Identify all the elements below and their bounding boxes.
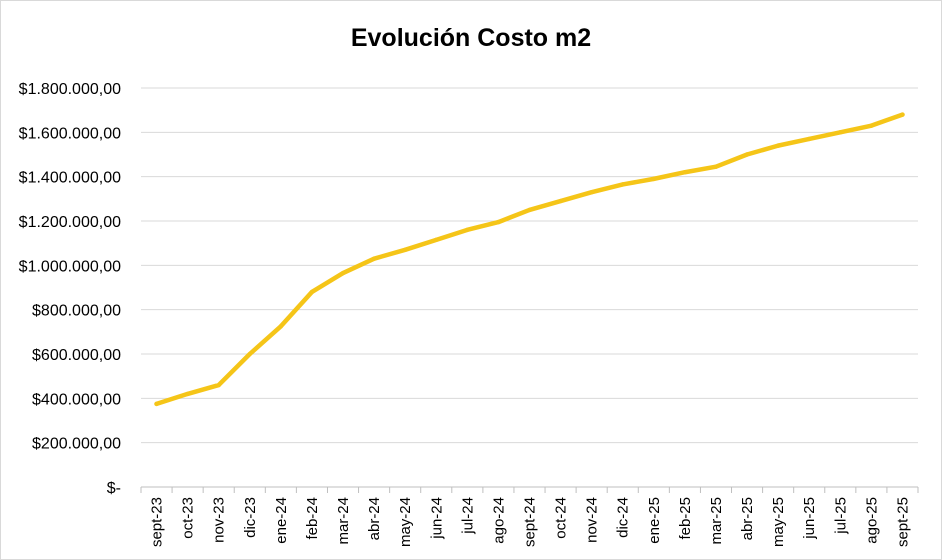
series-layer: [154, 112, 905, 407]
gridlines: [141, 87, 918, 444]
x-tick-label: dic-23: [242, 497, 259, 538]
data-point: [371, 256, 377, 261]
data-point: [434, 237, 439, 243]
series-line: [154, 112, 905, 407]
y-tick-label: $1.800.000,00: [19, 81, 121, 98]
x-tick-label: dic-24: [615, 497, 632, 538]
x-tick-label: sept-25: [894, 497, 911, 547]
x-tick-label: sept-23: [149, 497, 166, 547]
data-point: [838, 130, 843, 135]
x-tick-label: abr-24: [366, 497, 383, 540]
x-tick-label: jun-24: [428, 497, 445, 540]
y-tick-label: $200.000,00: [32, 436, 121, 453]
data-point: [558, 198, 563, 204]
x-tick-label: jun-25: [801, 497, 818, 540]
x-tick-label: ene-25: [646, 497, 663, 544]
x-tick-label: nov-24: [584, 497, 601, 543]
data-point: [465, 227, 470, 233]
data-point: [402, 247, 408, 253]
data-point: [682, 170, 688, 175]
x-axis-tick-labels: sept-23 oct-23 nov-23 dic-23 ene-24 feb-24 mar…: [149, 497, 912, 547]
y-tick-label: $1.400.000,00: [19, 170, 121, 187]
x-tick-label: ago-24: [490, 497, 507, 544]
y-tick-label: $400.000,00: [32, 391, 121, 408]
data-point: [713, 164, 719, 169]
y-tick-label: $-: [107, 480, 121, 497]
y-tick-label: $600.000,00: [32, 347, 121, 364]
y-tick-label: $1.200.000,00: [19, 214, 121, 231]
data-point: [807, 136, 812, 142]
data-point: [900, 112, 905, 117]
x-tick-label: mar-24: [335, 497, 352, 545]
x-tick-label: abr-25: [739, 497, 756, 540]
x-tick-label: ago-25: [863, 497, 880, 544]
data-point: [775, 143, 781, 148]
data-point: [589, 189, 594, 195]
data-point: [744, 152, 750, 157]
x-tick-label: nov-23: [211, 497, 228, 543]
y-axis-tick-labels: $- $200.000,00 $400.000,00 $600.000,00 $800.…: [19, 81, 121, 497]
data-point: [620, 182, 625, 187]
data-point: [340, 270, 346, 276]
x-tick-label: may-25: [770, 497, 787, 547]
data-point: [278, 324, 284, 329]
data-point: [496, 219, 501, 225]
x-tick-label: jul-24: [459, 497, 476, 535]
y-tick-label: $1.000.000,00: [19, 258, 121, 275]
x-tick-label: may-24: [397, 497, 414, 547]
data-point: [216, 382, 221, 388]
y-tick-label: $1.600.000,00: [19, 125, 121, 142]
x-tick-label: feb-24: [304, 497, 321, 540]
x-tick-label: oct-24: [553, 497, 570, 539]
x-tick-label: mar-25: [708, 497, 725, 545]
x-tick-label: feb-25: [677, 497, 694, 540]
data-point: [651, 176, 657, 182]
data-point: [527, 207, 532, 213]
data-point: [154, 401, 159, 407]
data-point: [309, 289, 315, 295]
x-tick-label: jul-25: [832, 497, 849, 535]
axes: [140, 486, 919, 493]
data-point: [247, 351, 252, 357]
chart-title: Evolución Costo m2: [351, 24, 591, 52]
data-point: [185, 391, 190, 397]
x-tick-label: ene-24: [273, 497, 290, 544]
y-tick-label: $800.000,00: [32, 303, 121, 320]
data-point: [869, 123, 874, 128]
x-tick-label: oct-23: [180, 497, 197, 539]
x-tick-label: sept-24: [522, 497, 539, 547]
